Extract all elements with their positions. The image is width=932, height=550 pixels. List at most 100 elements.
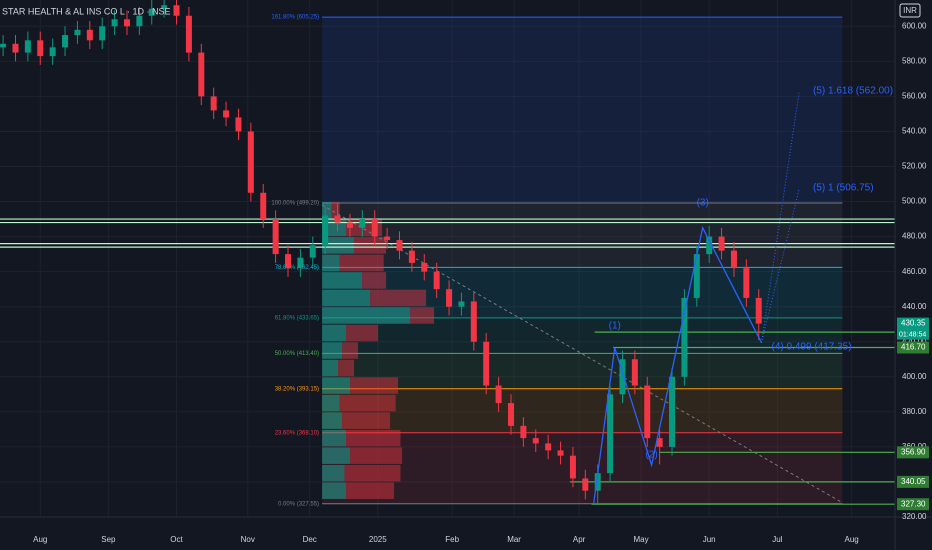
volume-buy <box>322 377 351 394</box>
y-tick-label: 460.00 <box>902 267 927 276</box>
volume-sell <box>346 482 395 499</box>
candle-body <box>557 450 564 456</box>
wave-label: (3) <box>697 197 709 208</box>
y-tick-label: 580.00 <box>902 56 927 65</box>
fib-label: 100.00% (499.20) <box>271 201 319 207</box>
volume-buy <box>322 464 345 482</box>
volume-profile <box>322 202 435 499</box>
x-tick-label: Mar <box>507 535 521 544</box>
volume-buy <box>322 324 347 342</box>
fib-zone <box>322 432 843 504</box>
candle-body <box>0 43 7 48</box>
y-tick-label: 320.00 <box>902 512 927 521</box>
projection-label: (5) 1.618 (562.00) <box>813 86 893 97</box>
y-tick-label: 400.00 <box>902 372 927 381</box>
candle-body <box>421 262 428 272</box>
volume-sell <box>339 394 396 412</box>
volume-buy <box>322 429 347 447</box>
wave: (1) (2) (3) (4) 0.499 (417.35) (5) 1.618 (56… <box>593 86 893 504</box>
fib-zone <box>322 388 843 433</box>
price-badge <box>897 341 929 354</box>
fib-label: 38.20% (393.15) <box>275 386 319 392</box>
wave-line <box>593 225 763 504</box>
volume-sell <box>370 289 427 307</box>
volume-sell <box>350 447 403 464</box>
candle-body <box>495 385 502 404</box>
wave-label: (2) <box>645 450 657 461</box>
candle-body <box>730 250 737 269</box>
x-tick-label: Dec <box>303 535 317 544</box>
candle-body <box>210 96 217 111</box>
candle-body <box>681 297 688 377</box>
fib-label: 50.00% (413.40) <box>275 351 319 357</box>
x-tick-label: Oct <box>170 535 183 544</box>
price-badge-label: 416.70 <box>901 343 926 352</box>
candle-body <box>359 219 366 228</box>
levels <box>0 218 895 505</box>
volume-buy <box>322 447 351 464</box>
y-tick-label: 540.00 <box>902 127 927 136</box>
fib-label: 61.80% (433.65) <box>275 315 319 321</box>
candle-body <box>198 52 205 97</box>
candle-body <box>99 26 106 41</box>
x-tick-label: Nov <box>241 535 255 544</box>
candle-body <box>223 110 230 118</box>
fib-label: 0.00% (327.55) <box>278 501 319 507</box>
y-tick-label: 520.00 <box>902 162 927 171</box>
wave-label: (4) 0.499 (417.35) <box>772 341 852 352</box>
countdown: 01:48:54 <box>899 331 926 338</box>
candle-body <box>24 40 31 53</box>
candle-body <box>755 297 762 324</box>
candle-body <box>594 473 601 491</box>
volume-buy <box>322 412 343 429</box>
price-badge-label: 340.05 <box>901 477 926 486</box>
y-tick-label: 560.00 <box>902 91 927 100</box>
candles <box>0 0 762 505</box>
candle-body <box>285 254 292 269</box>
volume-sell <box>346 429 401 447</box>
price-badge <box>897 498 929 511</box>
volume-sell <box>342 342 359 359</box>
countdown-box <box>897 329 929 340</box>
candle-body <box>247 131 254 193</box>
candle-body <box>545 443 552 451</box>
candle-body <box>148 8 155 16</box>
candle-body <box>408 250 415 263</box>
candle-body <box>507 403 514 426</box>
y-tick-label: 380.00 <box>902 407 927 416</box>
candle-body <box>346 222 353 228</box>
volume-sell <box>350 377 399 394</box>
x-tick-label: May <box>633 535 648 544</box>
candle-body <box>37 40 44 57</box>
projection-label: (5) 1 (506.75) <box>813 182 874 193</box>
x-tick-label: Sep <box>101 535 116 544</box>
volume-sell <box>339 254 384 272</box>
x-tick-label: Jun <box>703 535 716 544</box>
volume-sell <box>346 324 379 342</box>
candle-body <box>371 219 378 237</box>
candle-body <box>74 29 81 36</box>
candle-body <box>111 19 118 27</box>
volume-buy <box>322 482 347 499</box>
x-tick-label: Feb <box>445 535 459 544</box>
candle-body <box>607 394 614 474</box>
candle-body <box>644 385 651 439</box>
candle-body <box>161 5 168 9</box>
candle-body <box>470 301 477 342</box>
y-tick-label: 440.00 <box>902 302 927 311</box>
volume-sell <box>362 272 387 289</box>
volume-sell <box>410 307 435 324</box>
fib-zone <box>322 202 843 268</box>
candle-body <box>446 289 453 307</box>
y-tick-label: 420.00 <box>902 337 927 346</box>
price-badge-label: 356.90 <box>901 447 926 456</box>
y-tick-label: 480.00 <box>902 232 927 241</box>
volume-buy <box>322 254 340 272</box>
candle-body <box>123 19 130 27</box>
grid <box>0 0 895 518</box>
x-tick-label: Aug <box>33 535 47 544</box>
fib-label: 161.80% (605.25) <box>271 15 319 21</box>
candle-body <box>569 455 576 479</box>
